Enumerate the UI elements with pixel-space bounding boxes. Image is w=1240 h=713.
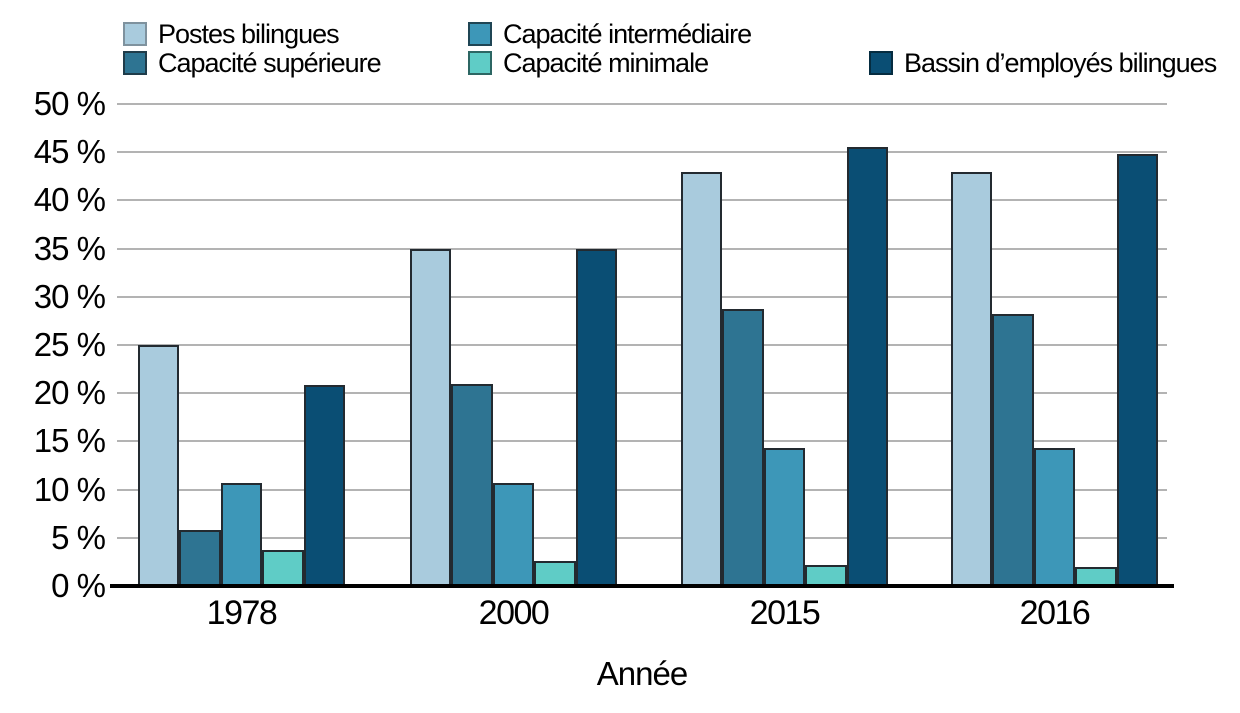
legend-swatch-capacite-minimale — [468, 51, 492, 75]
y-tick-label-15: 15 % — [33, 422, 106, 460]
bar-2016-postes-bilingues — [951, 172, 993, 586]
gridline-40pct — [117, 199, 1167, 202]
y-tick-label-25: 25 % — [33, 326, 106, 363]
gridline-50pct — [117, 103, 1167, 105]
legend-swatch-postes-bilingues — [123, 22, 147, 46]
bar-2000-capacite-superieure — [451, 383, 493, 586]
legend-label-postes-bilingues: Postes bilingues — [158, 19, 340, 49]
bar-1978-capacite-intermediaire — [220, 482, 263, 586]
bar-1978-bassin-d-employes-bilingues — [303, 385, 345, 586]
gridline-10pct — [117, 488, 1167, 491]
bar-1978-postes-bilingues — [138, 345, 180, 586]
legend-label-capacite-superieure: Capacité supérieure — [158, 48, 382, 78]
legend-label-capacite-minimale: Capacité minimale — [503, 48, 709, 78]
y-tick-label-5: 5 % — [51, 518, 106, 556]
legend-swatch-capacite-superieure — [123, 51, 147, 75]
gridline-5pct — [117, 536, 1167, 539]
bar-2000-capacite-intermediaire — [492, 482, 535, 586]
gridline-25pct — [117, 344, 1167, 346]
y-tick-label-0: 0 % — [51, 567, 106, 604]
legend-item-bassin-d-employes-bilingues: Bassin d’employés bilingues — [869, 48, 1217, 78]
gridline-15pct — [117, 440, 1167, 443]
x-tick-label-2016: 2016 — [1019, 594, 1091, 632]
bar-2000-postes-bilingues — [410, 248, 452, 586]
y-tick-label-20: 20 % — [33, 374, 106, 412]
bar-1978-capacite-superieure — [179, 530, 221, 586]
y-tick-label-10: 10 % — [33, 470, 106, 508]
y-tick-label-30: 30 % — [33, 277, 106, 315]
gridline-45pct — [117, 151, 1167, 154]
bar-2016-bassin-d-employes-bilingues — [1116, 154, 1158, 586]
x-tick-label-1978: 1978 — [206, 594, 278, 632]
bar-2015-capacite-intermediaire — [763, 448, 806, 586]
bar-2015-bassin-d-employes-bilingues — [846, 147, 888, 586]
legend-label-capacite-intermediaire: Capacité intermédiaire — [503, 19, 752, 49]
bar-2016-capacite-intermediaire — [1033, 448, 1076, 586]
gridline-20pct — [117, 392, 1167, 395]
legend-swatch-bassin-d-employes-bilingues — [869, 51, 893, 75]
bar-2015-postes-bilingues — [681, 172, 723, 586]
gridline-30pct — [117, 295, 1167, 298]
y-tick-label-35: 35 % — [33, 229, 106, 267]
y-tick-label-45: 45 % — [33, 133, 106, 171]
bar-2016-capacite-superieure — [992, 314, 1034, 586]
y-tick-label-40: 40 % — [33, 181, 106, 219]
bar-2015-capacite-superieure — [722, 309, 764, 586]
x-axis-title: Année — [596, 655, 688, 692]
legend-item-postes-bilingues: Postes bilingues — [123, 19, 340, 49]
x-tick-label-2000: 2000 — [478, 594, 550, 632]
legend-swatch-capacite-intermediaire — [468, 22, 492, 46]
x-axis-line — [110, 583, 1174, 588]
legend-item-capacite-minimale: Capacité minimale — [468, 48, 709, 78]
legend-label-bassin-d-employes-bilingues: Bassin d’employés bilingues — [904, 48, 1217, 78]
y-tick-label-50: 50 % — [33, 85, 106, 122]
gridline-35pct — [117, 247, 1167, 250]
bar-2000-bassin-d-employes-bilingues — [575, 248, 617, 586]
legend-item-capacite-superieure: Capacité supérieure — [123, 48, 382, 78]
legend-item-capacite-intermediaire: Capacité intermédiaire — [468, 19, 752, 49]
x-tick-label-2015: 2015 — [749, 594, 821, 632]
bar-1978-capacite-minimale — [262, 550, 304, 586]
bar-2000-capacite-minimale — [534, 560, 576, 586]
